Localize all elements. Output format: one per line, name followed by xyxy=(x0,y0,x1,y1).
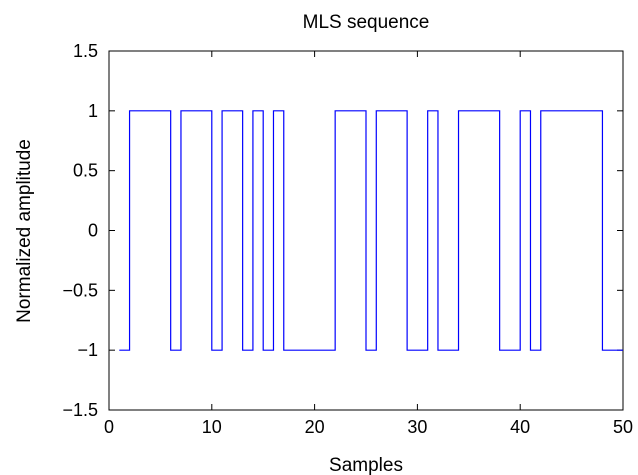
x-axis-label: Samples xyxy=(329,455,403,475)
y-tick-label: 1.5 xyxy=(73,41,98,61)
y-tick-label: 0.5 xyxy=(73,161,98,181)
x-tick-label: 0 xyxy=(104,417,114,437)
y-tick-label: −1.5 xyxy=(62,400,98,420)
y-tick-label: −1 xyxy=(77,340,98,360)
y-tick-label: 1 xyxy=(88,101,98,121)
x-tick-label: 10 xyxy=(202,417,222,437)
x-tick-label: 20 xyxy=(305,417,325,437)
y-axis-label: Normalized amplitude xyxy=(14,139,35,323)
x-tick-label: 30 xyxy=(407,417,427,437)
series-line xyxy=(119,110,623,351)
y-tick-label: −0.5 xyxy=(62,280,98,300)
y-tick-label: 0 xyxy=(88,221,98,241)
x-tick-label: 40 xyxy=(510,417,530,437)
x-tick-label: 50 xyxy=(613,417,633,437)
chart-title: MLS sequence xyxy=(303,12,430,33)
plot-area: 0 10 20 30 40 50 −1.5 −1 −0.5 0 0.5 1 1.5 xyxy=(62,41,633,437)
